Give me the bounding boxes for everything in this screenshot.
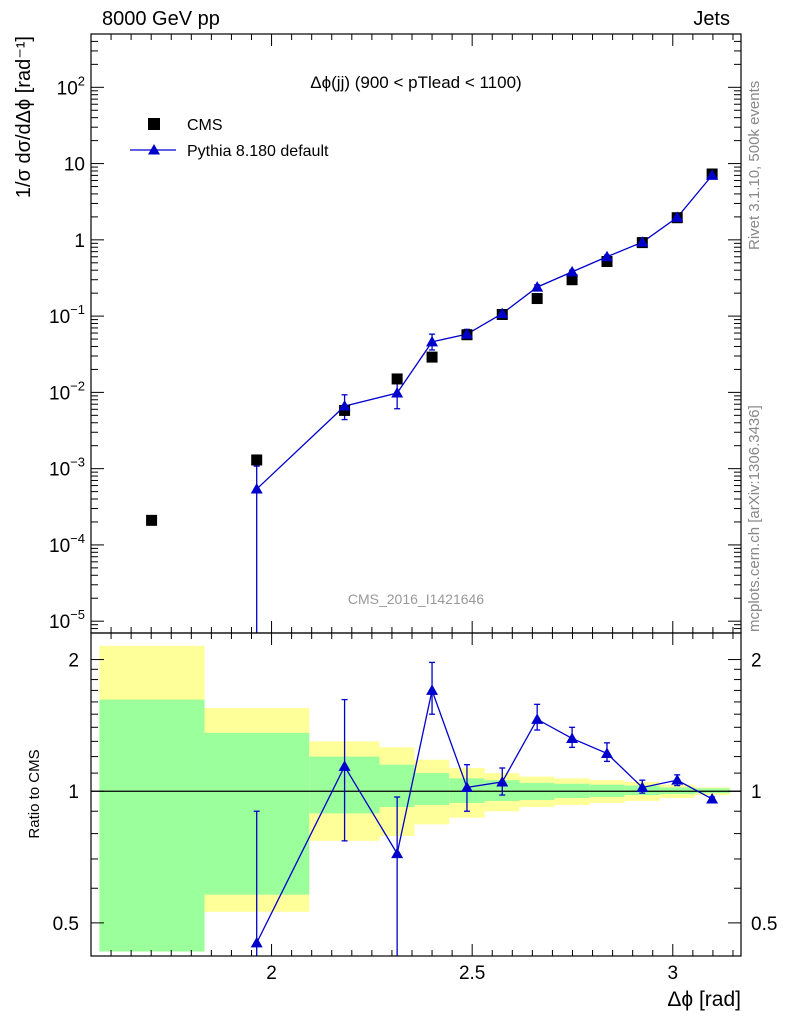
- chart-text: 2 2.5 3 10−5 10−4 10−3 10−2 10−1 1 10 102 0.5 0.5 1 1 2…: [13, 36, 777, 1011]
- pythia-point: [531, 281, 544, 292]
- cms-point: [146, 514, 158, 526]
- ratio-y-tick-label: 1: [68, 782, 79, 803]
- x-tick-label: 2.5: [459, 963, 485, 984]
- chart-title: Δϕ(jj) (900 < pTlead < 1100): [310, 73, 521, 92]
- cms-point: [601, 256, 613, 268]
- y-tick-label: 10−1: [49, 302, 85, 328]
- legend-cms-marker: [148, 118, 160, 130]
- analysis-watermark: CMS_2016_I1421646: [348, 591, 484, 607]
- pythia-point: [671, 211, 684, 222]
- pythia-point: [636, 236, 649, 247]
- inner-band-bin: [414, 773, 450, 805]
- ratio-y-axis-label: Ratio to CMS: [26, 749, 43, 838]
- legend-pythia-label: Pythia 8.180 default: [187, 143, 329, 160]
- cms-point: [566, 274, 578, 286]
- x-tick-label: 2: [266, 963, 277, 984]
- cms-point: [251, 454, 263, 466]
- pythia-point: [600, 250, 613, 262]
- legend-pythia-marker: [148, 144, 160, 155]
- header-left-label: 8000 GeV pp: [102, 8, 220, 30]
- inner-band-bin: [99, 699, 205, 952]
- ratio-y-tick-label-right: 0.5: [751, 914, 777, 935]
- y-tick-label: 10−5: [49, 607, 85, 633]
- pythia-point: [426, 335, 439, 347]
- ratio-point: [531, 713, 544, 724]
- axes-frames: [90, 33, 742, 957]
- header-right-label: Jets: [693, 8, 730, 30]
- ratio-point: [250, 936, 263, 948]
- pythia-point: [391, 387, 404, 398]
- pythia-point: [706, 169, 719, 180]
- uncertainty-bands: [99, 645, 730, 952]
- ratio-point: [460, 781, 473, 792]
- pythia-point: [250, 483, 263, 494]
- y-tick-label: 10−4: [49, 531, 85, 557]
- main-panel: [146, 168, 719, 633]
- ratio-point: [636, 781, 649, 792]
- cms-point: [426, 351, 438, 363]
- pythia-point: [338, 400, 351, 411]
- ratio-point: [391, 847, 404, 859]
- legend-cms-label: CMS: [187, 117, 223, 134]
- cms-point: [531, 293, 543, 305]
- pythia-point: [460, 328, 473, 339]
- ratio-point: [566, 732, 579, 743]
- ratio-point: [706, 792, 719, 804]
- ratio-y-tick-label: 0.5: [53, 914, 79, 935]
- ratio-panel: [91, 661, 741, 956]
- ratio-point: [338, 760, 351, 771]
- pythia-point: [496, 307, 509, 319]
- y-axis-label: 1/σ dσ/dΔϕ [rad⁻¹]: [13, 36, 35, 198]
- ratio-y-tick-label: 2: [68, 651, 79, 672]
- ratio-point: [496, 775, 509, 787]
- cms-point: [391, 373, 403, 385]
- pythia-point: [566, 265, 579, 277]
- ratio-point: [671, 774, 684, 785]
- ratio-y-tick-label-right: 2: [751, 651, 762, 672]
- ratio-point: [426, 684, 439, 695]
- ratio-series-line: [256, 688, 713, 944]
- y-tick-label: 1: [74, 231, 85, 252]
- ratio-frame: [90, 632, 742, 957]
- ratio-point: [600, 747, 613, 758]
- y-tick-label: 10: [64, 155, 85, 176]
- x-tick-label: 3: [668, 963, 679, 984]
- x-axis-label: Δϕ [rad]: [667, 988, 741, 1011]
- pythia-line: [256, 174, 713, 490]
- ratio-y-tick-label-right: 1: [751, 782, 762, 803]
- y-tick-label: 10−2: [49, 378, 85, 404]
- y-tick-label: 10−3: [49, 455, 85, 481]
- y-tick-label: 102: [57, 73, 85, 99]
